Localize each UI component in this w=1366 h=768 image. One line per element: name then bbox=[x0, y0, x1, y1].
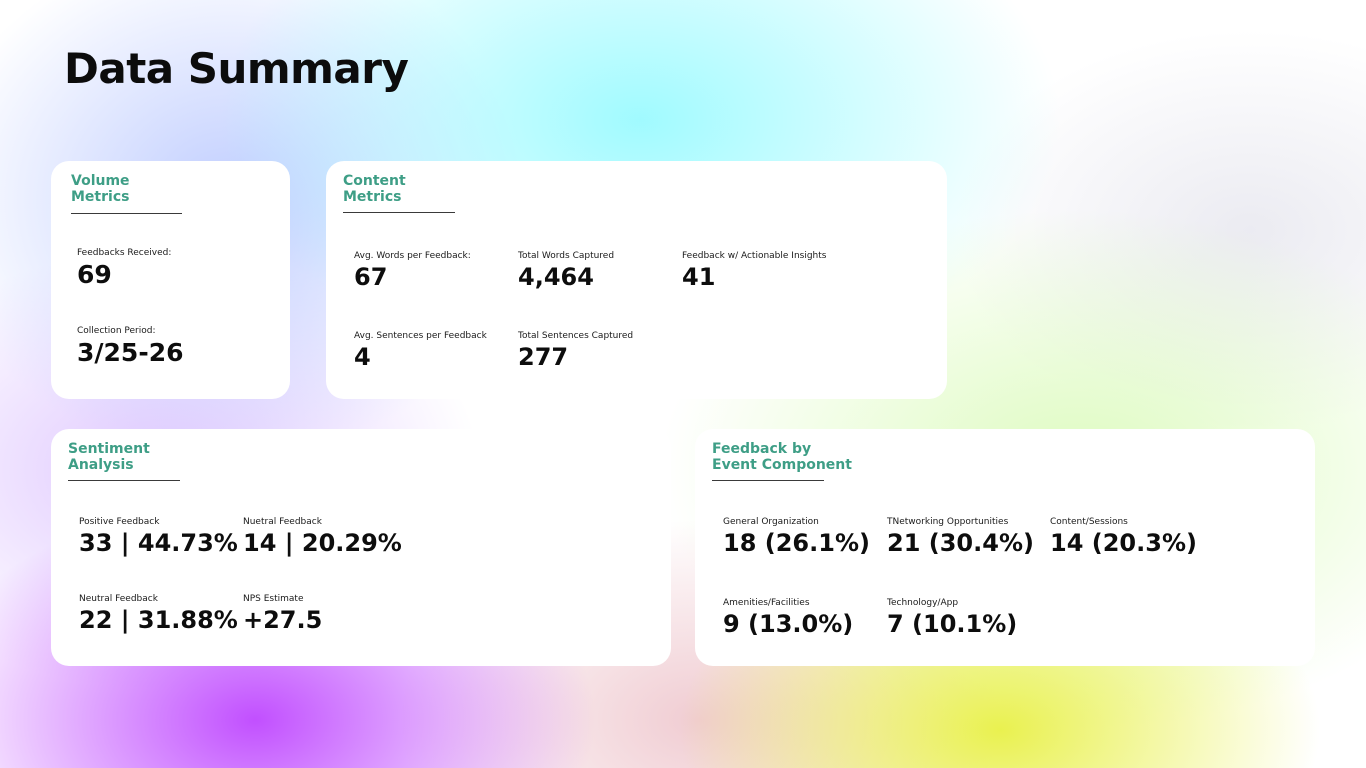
metric-value: 69 bbox=[77, 260, 112, 289]
volume-metrics-card: Volume Metrics Feedbacks Received: 69 Co… bbox=[51, 161, 290, 399]
card-title-underline bbox=[71, 213, 182, 214]
metric-value: 14 (20.3%) bbox=[1050, 529, 1197, 557]
metric-value: 33 | 44.73% bbox=[79, 529, 238, 557]
metric-label: Amenities/Facilities bbox=[723, 598, 810, 608]
metric-value: 7 (10.1%) bbox=[887, 610, 1018, 638]
card-title: Volume Metrics bbox=[71, 173, 271, 205]
metric-technology-app: Technology/App 7 (10.1%) bbox=[887, 598, 1017, 638]
metric-feedbacks-received: Feedbacks Received: 69 bbox=[77, 248, 171, 289]
content-metrics-card: Content Metrics Avg. Words per Feedback:… bbox=[326, 161, 947, 399]
metric-label: Feedbacks Received: bbox=[77, 248, 172, 258]
metric-value: 41 bbox=[682, 263, 716, 291]
metric-networking-opportunities: TNetworking Opportunities 21 (30.4%) bbox=[887, 517, 1034, 557]
metric-label: Avg. Sentences per Feedback bbox=[354, 331, 487, 341]
card-title: Content Metrics bbox=[343, 173, 543, 205]
metric-value: 277 bbox=[518, 343, 569, 371]
card-title-underline bbox=[68, 480, 180, 481]
metric-label: Total Words Captured bbox=[518, 251, 615, 261]
card-title: Feedback by Event Component bbox=[712, 441, 912, 473]
metric-label: Technology/App bbox=[887, 598, 959, 608]
metric-collection-period: Collection Period: 3/25-26 bbox=[77, 326, 183, 367]
sentiment-analysis-card: Sentiment Analysis Positive Feedback 33 … bbox=[51, 429, 671, 666]
card-title-line-2: Metrics bbox=[343, 189, 402, 205]
card-title-line-2: Metrics bbox=[71, 189, 130, 205]
metric-value: 21 (30.4%) bbox=[887, 529, 1034, 557]
metric-neutral-feedback: Neutral Feedback 22 | 31.88% bbox=[79, 594, 238, 634]
card-title-line-1: Volume bbox=[71, 173, 130, 189]
metric-nps-estimate: NPS Estimate +27.5 bbox=[243, 594, 322, 634]
metric-value: +27.5 bbox=[243, 606, 323, 634]
card-title-line-1: Content bbox=[343, 173, 406, 189]
metric-value: 4,464 bbox=[518, 263, 594, 291]
card-title-line-1: Feedback by bbox=[712, 441, 812, 457]
page-title: Data Summary bbox=[64, 44, 409, 93]
metric-label: Nuetral Feedback bbox=[243, 517, 322, 527]
metric-value: 22 | 31.88% bbox=[79, 606, 238, 634]
metric-label: Content/Sessions bbox=[1050, 517, 1128, 527]
metric-total-words: Total Words Captured 4,464 bbox=[518, 251, 614, 291]
metric-nuetral-feedback: Nuetral Feedback 14 | 20.29% bbox=[243, 517, 402, 557]
metric-total-sentences: Total Sentences Captured 277 bbox=[518, 331, 633, 371]
metric-avg-words: Avg. Words per Feedback: 67 bbox=[354, 251, 471, 291]
metric-label: Total Sentences Captured bbox=[518, 331, 634, 341]
metric-label: Positive Feedback bbox=[79, 517, 160, 527]
card-title-underline bbox=[712, 480, 824, 481]
metric-value: 18 (26.1%) bbox=[723, 529, 870, 557]
metric-label: Neutral Feedback bbox=[79, 594, 158, 604]
card-title-line-1: Sentiment bbox=[68, 441, 150, 457]
metric-content-sessions: Content/Sessions 14 (20.3%) bbox=[1050, 517, 1197, 557]
metric-label: General Organization bbox=[723, 517, 819, 527]
metric-value: 9 (13.0%) bbox=[723, 610, 854, 638]
card-title-line-2: Event Component bbox=[712, 457, 852, 473]
metric-value: 14 | 20.29% bbox=[243, 529, 402, 557]
metric-avg-sentences: Avg. Sentences per Feedback 4 bbox=[354, 331, 487, 371]
metric-label: NPS Estimate bbox=[243, 594, 304, 604]
card-title-underline bbox=[343, 212, 455, 213]
metric-amenities-facilities: Amenities/Facilities 9 (13.0%) bbox=[723, 598, 853, 638]
metric-value: 67 bbox=[354, 263, 388, 291]
metric-value: 3/25-26 bbox=[77, 338, 184, 367]
metric-label: Collection Period: bbox=[77, 326, 156, 336]
metric-label: Feedback w/ Actionable Insights bbox=[682, 251, 827, 261]
card-title: Sentiment Analysis bbox=[68, 441, 268, 473]
metric-actionable-insights: Feedback w/ Actionable Insights 41 bbox=[682, 251, 826, 291]
card-title-line-2: Analysis bbox=[68, 457, 134, 473]
metric-value: 4 bbox=[354, 343, 371, 371]
metric-positive-feedback: Positive Feedback 33 | 44.73% bbox=[79, 517, 238, 557]
metric-label: TNetworking Opportunities bbox=[887, 517, 1009, 527]
metric-general-organization: General Organization 18 (26.1%) bbox=[723, 517, 870, 557]
event-component-card: Feedback by Event Component General Orga… bbox=[695, 429, 1315, 666]
metric-label: Avg. Words per Feedback: bbox=[354, 251, 471, 261]
